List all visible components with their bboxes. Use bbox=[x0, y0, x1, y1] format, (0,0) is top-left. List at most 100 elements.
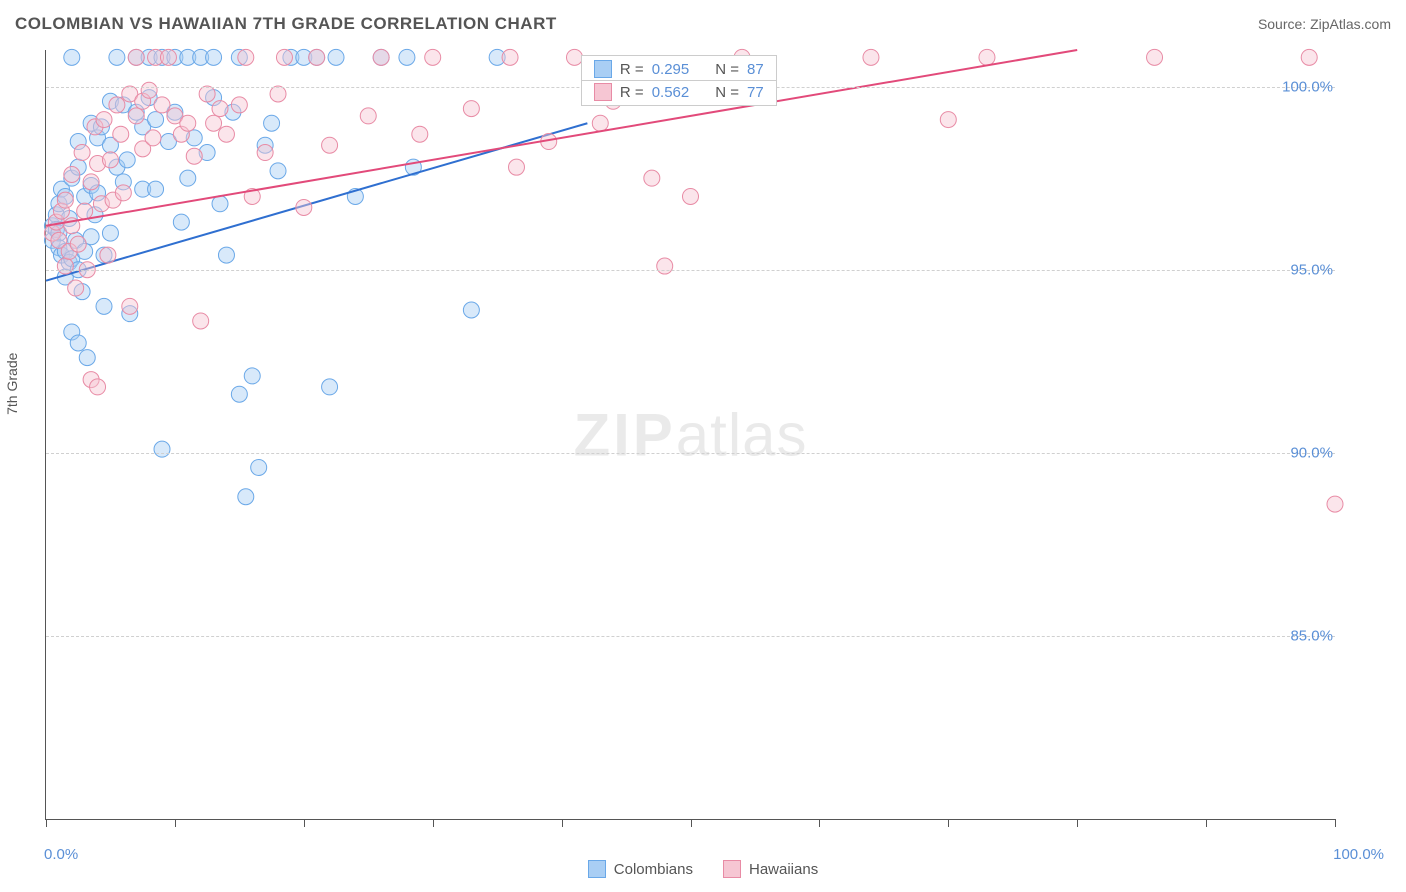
data-point bbox=[206, 115, 222, 131]
data-point bbox=[128, 49, 144, 65]
data-point bbox=[238, 49, 254, 65]
series-legend-label: Colombians bbox=[614, 861, 693, 878]
data-point bbox=[683, 188, 699, 204]
x-tick bbox=[175, 819, 176, 827]
legend-swatch bbox=[594, 60, 612, 78]
data-point bbox=[115, 185, 131, 201]
data-point bbox=[644, 170, 660, 186]
data-point bbox=[508, 159, 524, 175]
data-point bbox=[212, 101, 228, 117]
legend-r-label: R = bbox=[620, 61, 644, 78]
data-point bbox=[79, 350, 95, 366]
legend-row: R =0.562N =77 bbox=[582, 80, 776, 103]
y-tick-label: 100.0% bbox=[1282, 78, 1333, 95]
data-point bbox=[1147, 49, 1163, 65]
data-point bbox=[90, 379, 106, 395]
legend-swatch bbox=[594, 83, 612, 101]
data-point bbox=[64, 49, 80, 65]
data-point bbox=[180, 115, 196, 131]
y-axis-label: 7th Grade bbox=[4, 353, 20, 415]
data-point bbox=[296, 199, 312, 215]
data-point bbox=[231, 386, 247, 402]
data-point bbox=[68, 280, 84, 296]
data-point bbox=[940, 112, 956, 128]
legend-r-label: R = bbox=[620, 84, 644, 101]
data-point bbox=[264, 115, 280, 131]
gridline bbox=[46, 270, 1335, 271]
data-point bbox=[212, 196, 228, 212]
x-tick bbox=[1206, 819, 1207, 827]
data-point bbox=[218, 247, 234, 263]
legend-n-value: 77 bbox=[747, 84, 764, 101]
x-tick bbox=[46, 819, 47, 827]
data-point bbox=[412, 126, 428, 142]
chart-source: Source: ZipAtlas.com bbox=[1258, 16, 1391, 32]
legend-r-value: 0.562 bbox=[652, 84, 690, 101]
data-point bbox=[425, 49, 441, 65]
data-point bbox=[122, 298, 138, 314]
data-point bbox=[399, 49, 415, 65]
data-point bbox=[257, 145, 273, 161]
data-point bbox=[322, 137, 338, 153]
legend-row: R = 0.295 N = 87 bbox=[582, 58, 776, 80]
gridline bbox=[46, 453, 1335, 454]
data-point bbox=[251, 459, 267, 475]
data-point bbox=[64, 167, 80, 183]
x-tick bbox=[1077, 819, 1078, 827]
legend-swatch bbox=[588, 860, 606, 878]
data-point bbox=[100, 247, 116, 263]
data-point bbox=[276, 49, 292, 65]
data-point bbox=[145, 130, 161, 146]
data-point bbox=[148, 181, 164, 197]
data-point bbox=[193, 313, 209, 329]
data-point bbox=[113, 126, 129, 142]
x-tick bbox=[948, 819, 949, 827]
data-point bbox=[979, 49, 995, 65]
data-point bbox=[328, 49, 344, 65]
data-point bbox=[309, 49, 325, 65]
chart-title: COLOMBIAN VS HAWAIIAN 7TH GRADE CORRELAT… bbox=[15, 14, 557, 34]
data-point bbox=[322, 379, 338, 395]
data-point bbox=[270, 163, 286, 179]
data-point bbox=[154, 441, 170, 457]
data-point bbox=[141, 82, 157, 98]
data-point bbox=[657, 258, 673, 274]
data-point bbox=[463, 101, 479, 117]
data-point bbox=[102, 225, 118, 241]
data-point bbox=[1301, 49, 1317, 65]
data-point bbox=[186, 148, 202, 164]
data-point bbox=[199, 86, 215, 102]
data-point bbox=[57, 258, 73, 274]
data-point bbox=[119, 152, 135, 168]
data-point bbox=[373, 49, 389, 65]
data-point bbox=[148, 112, 164, 128]
data-point bbox=[592, 115, 608, 131]
data-point bbox=[83, 174, 99, 190]
scatter-svg bbox=[46, 50, 1335, 819]
x-tick bbox=[562, 819, 563, 827]
legend-n-label: N = bbox=[715, 61, 739, 78]
data-point bbox=[96, 112, 112, 128]
data-point bbox=[244, 368, 260, 384]
y-tick-label: 85.0% bbox=[1290, 627, 1333, 644]
series-legend-label: Hawaiians bbox=[749, 861, 818, 878]
x-tick bbox=[819, 819, 820, 827]
series-legend: Colombians Hawaiians bbox=[0, 846, 1406, 892]
data-point bbox=[70, 335, 86, 351]
data-point bbox=[160, 49, 176, 65]
data-point bbox=[463, 302, 479, 318]
data-point bbox=[1327, 496, 1343, 512]
data-point bbox=[70, 236, 86, 252]
data-point bbox=[109, 97, 125, 113]
data-point bbox=[360, 108, 376, 124]
chart-page: COLOMBIAN VS HAWAIIAN 7TH GRADE CORRELAT… bbox=[0, 0, 1406, 892]
y-tick-label: 95.0% bbox=[1290, 261, 1333, 278]
correlation-legend: R =0.295N =87R =0.562N =77 bbox=[581, 55, 777, 106]
data-point bbox=[173, 214, 189, 230]
gridline bbox=[46, 636, 1335, 637]
data-point bbox=[154, 97, 170, 113]
data-point bbox=[180, 170, 196, 186]
legend-n-value: 87 bbox=[747, 61, 764, 78]
data-point bbox=[863, 49, 879, 65]
legend-r-value: 0.295 bbox=[652, 61, 690, 78]
